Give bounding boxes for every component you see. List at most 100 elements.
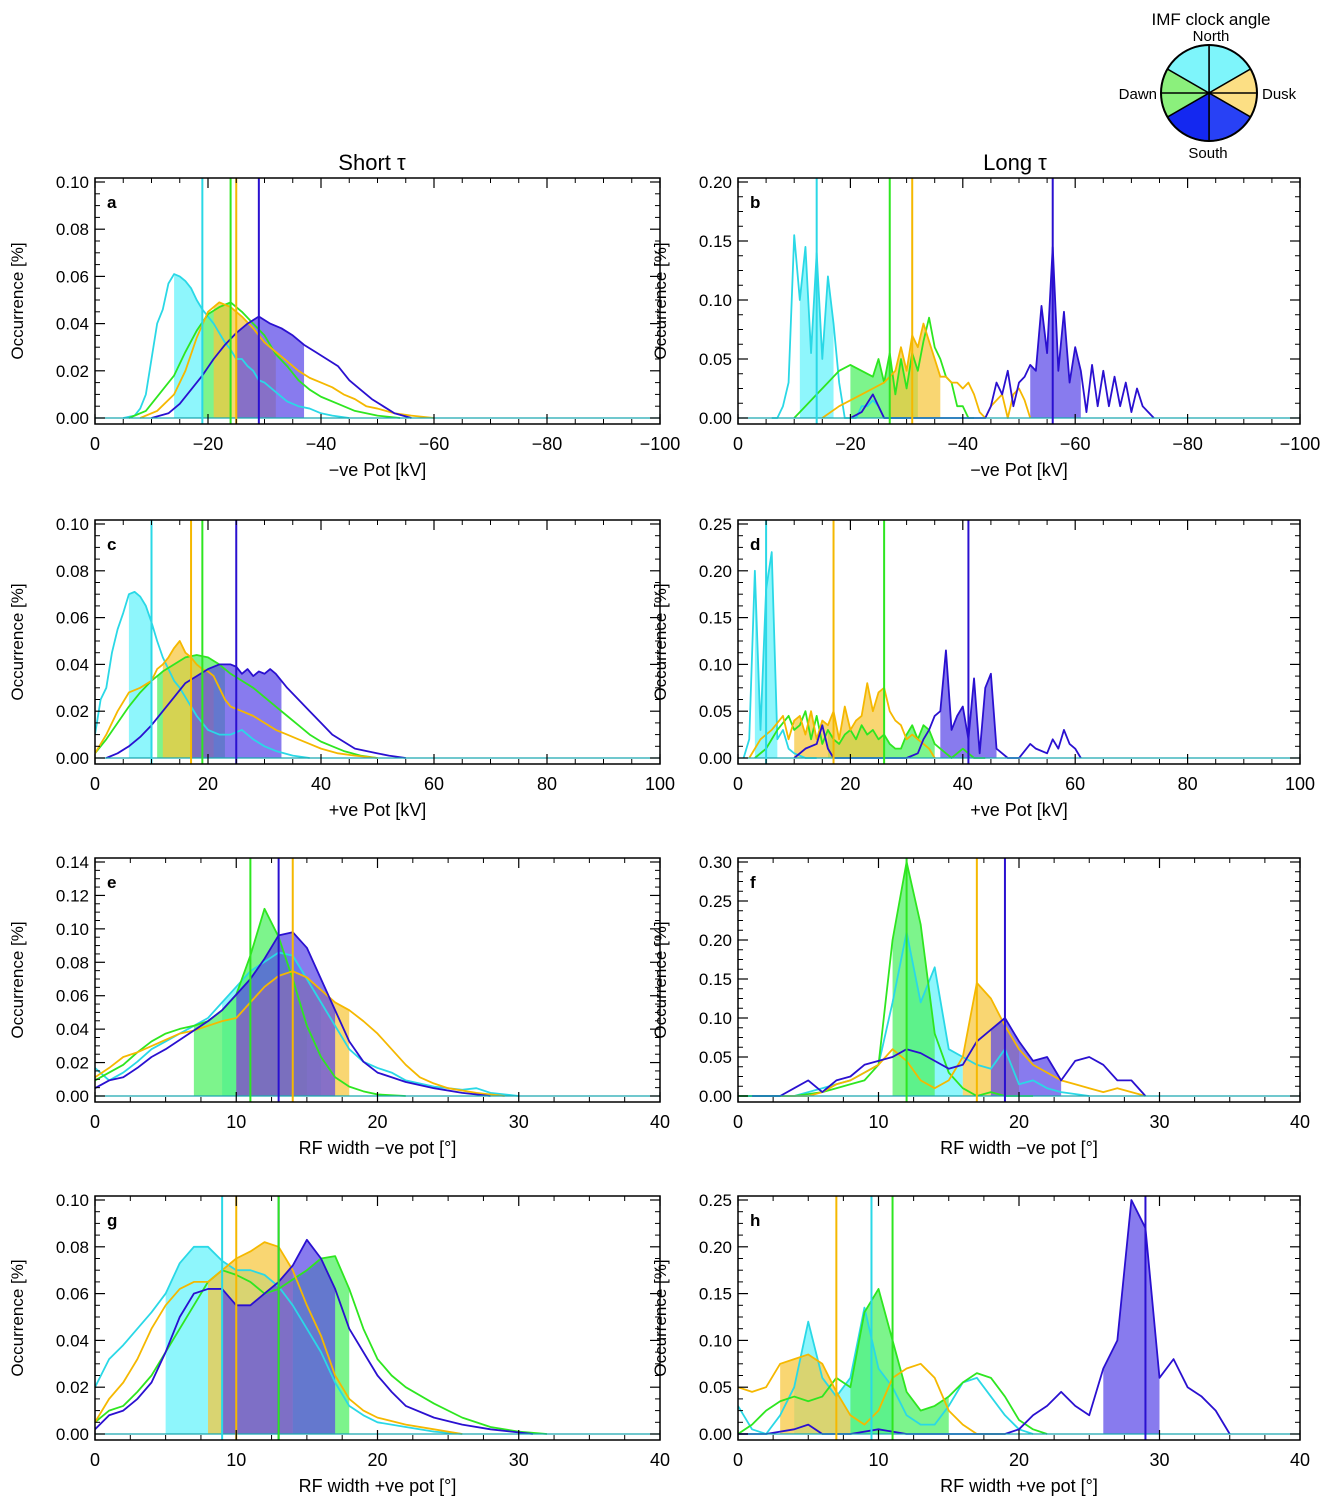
- plot-area: [95, 178, 660, 424]
- series-line-north: [771, 234, 907, 419]
- series-line-dawn: [95, 907, 406, 1097]
- y-tick-label: 0.10: [56, 515, 89, 534]
- pie-outline: [1160, 44, 1258, 142]
- y-axis-label: Occurrence [%]: [8, 1259, 27, 1376]
- x-tick-label: 20: [198, 774, 218, 794]
- panel-h: 0.00 0.05 0.10 0.15 0.20 0.25 0 10 20 30 40 RF widt…: [651, 1191, 1310, 1496]
- y-tick-label: 0.08: [56, 1238, 89, 1257]
- legend-label-north: North: [1193, 28, 1230, 45]
- y-tick-label: 0.30: [699, 853, 732, 872]
- x-tick-label: 0: [90, 1450, 100, 1470]
- y-tick-label: 0.00: [699, 749, 732, 768]
- y-tick-label: 0.25: [699, 515, 732, 534]
- y-tick-label: 0.05: [699, 702, 732, 721]
- y-axis-label: Occurrence [%]: [651, 1259, 670, 1376]
- x-tick-label: 20: [840, 774, 860, 794]
- x-tick-label: 40: [1290, 1112, 1310, 1132]
- legend-label-south: South: [1188, 145, 1227, 162]
- shaded-south: [236, 932, 336, 1096]
- x-axis-label: RF width +ve pot [°]: [299, 1476, 457, 1496]
- panel-letter: d: [750, 535, 760, 554]
- y-tick-label: 0.06: [56, 987, 89, 1006]
- x-tick-label: 30: [509, 1450, 529, 1470]
- y-tick-label: 0.15: [699, 1285, 732, 1304]
- y-tick-label: 0.04: [56, 315, 89, 334]
- series-line-dusk: [738, 1353, 1005, 1435]
- x-tick-label: −40: [948, 434, 979, 454]
- imf-clock-angle-legend: IMF clock angle North Dusk South Dawn: [1119, 10, 1297, 162]
- x-axis-label: RF width +ve pot [°]: [940, 1476, 1098, 1496]
- panel-a: 0.00 0.02 0.04 0.06 0.08 0.10 0 −20 −40 −60 −80 −10…: [8, 173, 680, 480]
- series-line-dawn: [95, 654, 378, 759]
- y-tick-label: 0.20: [699, 562, 732, 581]
- series-line-south: [95, 931, 491, 1097]
- x-tick-label: −20: [835, 434, 866, 454]
- x-tick-label: −80: [532, 434, 563, 454]
- panel-letter: h: [750, 1211, 760, 1230]
- x-tick-label: 40: [1290, 1450, 1310, 1470]
- y-tick-label: 0.25: [699, 1191, 732, 1210]
- shaded-dawn: [850, 1288, 949, 1434]
- shaded-north: [128, 591, 152, 758]
- y-axis-label: Occurrence [%]: [651, 242, 670, 359]
- legend-title: IMF clock angle: [1151, 10, 1270, 29]
- x-tick-label: 10: [226, 1112, 246, 1132]
- series-line-dawn: [128, 301, 401, 419]
- y-axis-label: Occurrence [%]: [8, 921, 27, 1038]
- y-tick-label: 0.05: [699, 350, 732, 369]
- x-tick-label: 0: [733, 1112, 743, 1132]
- y-axis-label: Occurrence [%]: [8, 583, 27, 700]
- y-tick-label: 0.00: [699, 1425, 732, 1444]
- x-tick-label: 80: [1178, 774, 1198, 794]
- shaded-south: [236, 316, 305, 418]
- shaded-dawn: [892, 862, 935, 1096]
- series-line-north: [738, 1306, 1034, 1435]
- panel-c: 0.00 0.02 0.04 0.06 0.08 0.10 0 20 40 60 80 100 +ve …: [8, 515, 675, 820]
- x-tick-label: 40: [311, 774, 331, 794]
- panel-e: 0.00 0.02 0.04 0.06 0.08 0.10 0.12 0.14 0 10 20 30 4…: [8, 853, 670, 1158]
- panel-d: 0.00 0.05 0.10 0.15 0.20 0.25 0 20 40 60 80 100 +ve …: [651, 515, 1315, 820]
- series-line-north: [123, 273, 350, 419]
- panels: 0.00 0.02 0.04 0.06 0.08 0.10 0 −20 −40 −60 −80 −10…: [8, 173, 1320, 1496]
- y-tick-label: 0.20: [699, 1238, 732, 1257]
- x-axis-label: RF width −ve pot [°]: [940, 1138, 1098, 1158]
- y-tick-label: 0.15: [699, 609, 732, 628]
- x-tick-label: 40: [650, 1112, 670, 1132]
- x-tick-label: 100: [1285, 774, 1315, 794]
- y-tick-label: 0.15: [699, 232, 732, 251]
- series-line-north: [742, 551, 817, 759]
- x-tick-label: 40: [953, 774, 973, 794]
- y-tick-label: 0.00: [699, 1087, 732, 1106]
- y-tick-label: 0.06: [56, 267, 89, 286]
- plot-area: [738, 1196, 1300, 1440]
- y-tick-label: 0.10: [56, 173, 89, 192]
- y-tick-label: 0.02: [56, 1378, 89, 1397]
- y-axis-label: Occurrence [%]: [651, 921, 670, 1038]
- series-line-dusk: [95, 1241, 463, 1435]
- y-axis-label: Occurrence [%]: [8, 242, 27, 359]
- series-line-dawn: [754, 710, 986, 759]
- series-line-south: [105, 663, 406, 759]
- series-line-south: [752, 1017, 1147, 1097]
- y-tick-label: 0.05: [699, 1378, 732, 1397]
- column-title-short-tau: Short τ: [338, 150, 406, 175]
- shaded-south: [1103, 1200, 1160, 1434]
- x-tick-label: −80: [1172, 434, 1203, 454]
- x-axis-label: −ve Pot [kV]: [329, 460, 427, 480]
- x-tick-label: 20: [367, 1112, 387, 1132]
- series-line-north: [95, 1245, 463, 1435]
- y-tick-label: 0.00: [56, 1087, 89, 1106]
- y-tick-label: 0.14: [56, 853, 89, 872]
- y-tick-label: 0.06: [56, 1285, 89, 1304]
- panel-b: 0.00 0.05 0.10 0.15 0.20 0 −20 −40 −60 −80 −100 −ve…: [651, 173, 1320, 480]
- x-tick-label: 60: [424, 774, 444, 794]
- series-line-dusk: [95, 970, 505, 1097]
- y-tick-label: 0.10: [56, 1191, 89, 1210]
- y-tick-label: 0.10: [699, 655, 732, 674]
- x-tick-label: 30: [509, 1112, 529, 1132]
- y-tick-label: 0.12: [56, 886, 89, 905]
- y-tick-label: 0.00: [699, 409, 732, 428]
- plot-area: [738, 178, 1300, 424]
- x-tick-label: 20: [1009, 1112, 1029, 1132]
- plot-area: [738, 858, 1300, 1102]
